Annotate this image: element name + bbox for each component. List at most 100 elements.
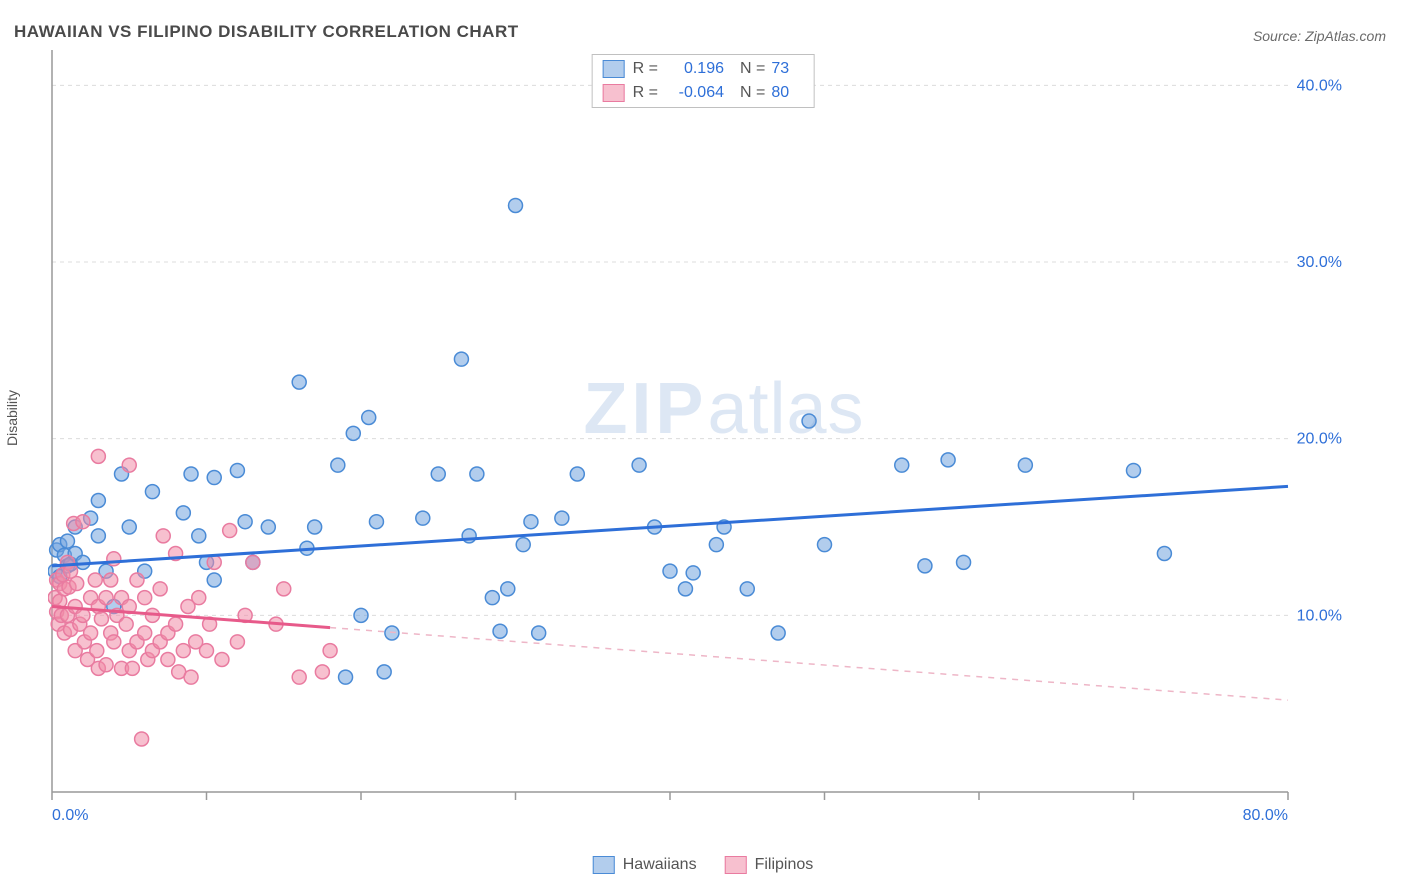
trend-line [52,486,1288,565]
scatter-point [895,458,909,472]
scatter-point [470,467,484,481]
scatter-point [957,555,971,569]
scatter-point [138,591,152,605]
scatter-point [91,449,105,463]
scatter-point [84,626,98,640]
legend-swatch [593,856,615,874]
legend-swatch [603,60,625,78]
scatter-point [323,644,337,658]
scatter-point [493,624,507,638]
scatter-point [339,670,353,684]
scatter-point [277,582,291,596]
scatter-point [156,529,170,543]
scatter-point [176,644,190,658]
svg-text:80.0%: 80.0% [1243,807,1288,824]
scatter-point [200,644,214,658]
scatter-point [135,732,149,746]
scatter-point [918,559,932,573]
series-legend-item: Hawaiians [593,856,697,874]
legend-row: R =0.196N =73 [603,57,804,81]
series-legend-item: Filipinos [725,856,814,874]
correlation-legend: R =0.196 N =73R =-0.064 N =80 [592,54,815,108]
series-legend: Hawaiians Filipinos [593,856,814,874]
scatter-point [90,644,104,658]
scatter-point [501,582,515,596]
scatter-point [76,515,90,529]
scatter-point [107,635,121,649]
scatter-point [292,375,306,389]
legend-n-value: 80 [771,81,803,105]
scatter-point [238,515,252,529]
scatter-point [207,573,221,587]
scatter-point [207,471,221,485]
scatter-point [570,467,584,481]
scatter-point [125,661,139,675]
chart-title: HAWAIIAN VS FILIPINO DISABILITY CORRELAT… [14,22,519,42]
scatter-point [431,467,445,481]
scatter-point [509,198,523,212]
scatter-point [362,410,376,424]
scatter-point [99,591,113,605]
plot-area: 10.0%20.0%30.0%40.0%0.0%80.0% ZIPatlas [48,50,1348,830]
scatter-point [99,658,113,672]
scatter-point [354,608,368,622]
scatter-point [119,617,133,631]
chart-container: HAWAIIAN VS FILIPINO DISABILITY CORRELAT… [0,0,1406,892]
scatter-point [60,534,74,548]
scatter-point [485,591,499,605]
scatter-point [169,617,183,631]
scatter-point [230,463,244,477]
scatter-point [88,573,102,587]
scatter-point [818,538,832,552]
legend-key: N = [740,57,765,81]
scatter-point [315,665,329,679]
scatter-point [941,453,955,467]
legend-key: N = [740,81,765,105]
scatter-point [261,520,275,534]
scatter-point [122,520,136,534]
scatter-point [632,458,646,472]
scatter-point [331,458,345,472]
scatter-point [215,653,229,667]
scatter-point [176,506,190,520]
scatter-svg: 10.0%20.0%30.0%40.0%0.0%80.0% [48,50,1348,830]
scatter-point [686,566,700,580]
scatter-point [192,529,206,543]
scatter-point [516,538,530,552]
scatter-point [104,573,118,587]
source-label: Source: ZipAtlas.com [1253,28,1386,44]
scatter-point [161,653,175,667]
scatter-point [740,582,754,596]
scatter-point [184,467,198,481]
legend-key: R = [633,81,658,105]
scatter-point [377,665,391,679]
legend-row: R =-0.064 N =80 [603,81,804,105]
scatter-point [292,670,306,684]
scatter-point [555,511,569,525]
scatter-point [184,670,198,684]
svg-text:0.0%: 0.0% [52,807,88,824]
series-legend-label: Hawaiians [623,856,697,874]
scatter-point [1127,463,1141,477]
scatter-point [130,573,144,587]
legend-swatch [725,856,747,874]
scatter-point [678,582,692,596]
scatter-point [709,538,723,552]
scatter-point [223,524,237,538]
scatter-point [524,515,538,529]
scatter-point [1157,547,1171,561]
scatter-point [308,520,322,534]
scatter-point [346,426,360,440]
scatter-point [1018,458,1032,472]
scatter-point [532,626,546,640]
legend-r-value: 0.196 [664,57,724,81]
legend-n-value: 73 [771,57,803,81]
scatter-point [416,511,430,525]
legend-r-value: -0.064 [664,81,724,105]
svg-text:30.0%: 30.0% [1297,254,1342,271]
scatter-point [246,555,260,569]
svg-text:10.0%: 10.0% [1297,607,1342,624]
scatter-point [771,626,785,640]
scatter-point [230,635,244,649]
svg-text:40.0%: 40.0% [1297,77,1342,94]
